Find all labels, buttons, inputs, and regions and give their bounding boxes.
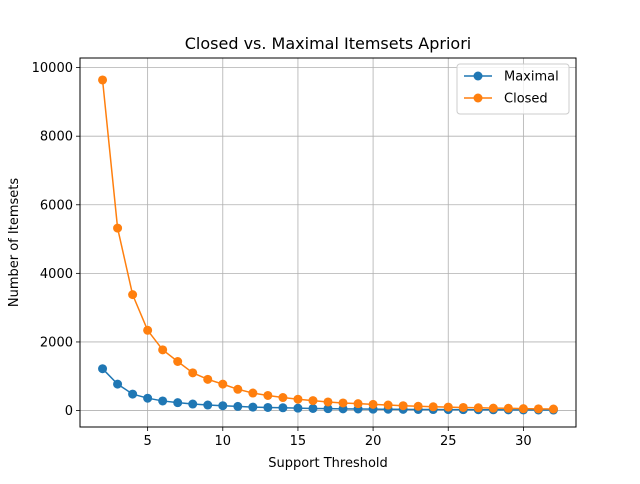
x-tick-label: 25 — [440, 434, 457, 449]
y-tick-label: 0 — [65, 404, 73, 419]
x-tick-label: 15 — [290, 434, 307, 449]
data-point-maximal — [188, 399, 198, 409]
data-point-closed — [308, 396, 318, 406]
legend-label-closed: Closed — [504, 92, 548, 107]
y-tick-label: 10000 — [32, 61, 73, 76]
y-tick-label: 4000 — [40, 267, 73, 282]
data-point-maximal — [308, 403, 318, 413]
data-point-closed — [518, 404, 528, 414]
data-point-closed — [233, 384, 243, 394]
legend: Maximal Closed — [456, 63, 570, 115]
data-point-closed — [338, 398, 348, 408]
plot-frame — [79, 57, 577, 428]
data-point-maximal — [293, 403, 303, 413]
data-point-closed — [428, 402, 438, 412]
data-point-maximal — [233, 401, 243, 411]
y-axis-label: Number of Itemsets — [7, 178, 22, 307]
legend-marker-closed — [473, 93, 483, 103]
data-point-closed — [443, 402, 453, 412]
data-point-closed — [128, 290, 138, 300]
data-point-closed — [533, 404, 543, 414]
data-point-closed — [353, 399, 363, 409]
data-point-closed — [503, 403, 513, 413]
grid-lines — [80, 58, 576, 427]
y-tick-label: 6000 — [40, 198, 73, 213]
axis-ticks: 5 10 15 20 25 30 0 2000 4000 6000 8000 10000 — [32, 61, 532, 449]
data-point-closed — [218, 379, 228, 389]
legend-label-maximal: Maximal — [504, 70, 559, 85]
x-tick-label: 10 — [215, 434, 232, 449]
data-point-maximal — [128, 389, 138, 399]
data-point-closed — [143, 325, 153, 335]
series-closed — [98, 75, 558, 414]
data-point-closed — [398, 401, 408, 411]
data-point-closed — [188, 368, 198, 378]
data-point-maximal — [218, 401, 228, 411]
y-tick-label: 8000 — [40, 130, 73, 145]
data-point-maximal — [203, 400, 213, 410]
data-point-maximal — [248, 402, 258, 412]
legend-marker-maximal — [473, 71, 483, 81]
chart-title: Closed vs. Maximal Itemsets Apriori — [185, 34, 471, 53]
x-tick-label: 30 — [515, 434, 532, 449]
data-point-maximal — [158, 396, 168, 406]
data-point-closed — [248, 388, 258, 398]
data-point-closed — [293, 394, 303, 404]
data-point-maximal — [113, 379, 123, 389]
x-axis-label: Support Threshold — [268, 456, 388, 471]
data-point-closed — [548, 404, 558, 414]
data-point-maximal — [173, 398, 183, 408]
data-point-closed — [458, 402, 468, 412]
data-point-closed — [158, 345, 168, 355]
x-tick-label: 20 — [365, 434, 382, 449]
data-point-maximal — [278, 403, 288, 413]
data-point-closed — [98, 75, 108, 85]
data-point-closed — [263, 390, 273, 400]
data-point-closed — [173, 357, 183, 366]
data-point-closed — [488, 403, 498, 413]
data-point-maximal — [143, 393, 153, 403]
data-point-closed — [203, 374, 213, 384]
x-tick-label: 5 — [143, 434, 151, 449]
y-tick-label: 2000 — [40, 335, 73, 350]
data-point-maximal — [323, 404, 333, 414]
data-point-closed — [323, 397, 333, 407]
data-point-maximal — [98, 364, 108, 374]
data-point-closed — [113, 223, 123, 233]
data-point-closed — [383, 400, 393, 410]
data-point-closed — [473, 403, 483, 413]
data-point-closed — [278, 393, 288, 403]
data-point-closed — [368, 399, 378, 409]
data-point-maximal — [263, 402, 273, 412]
data-point-closed — [413, 401, 423, 411]
plot-series — [98, 75, 558, 415]
